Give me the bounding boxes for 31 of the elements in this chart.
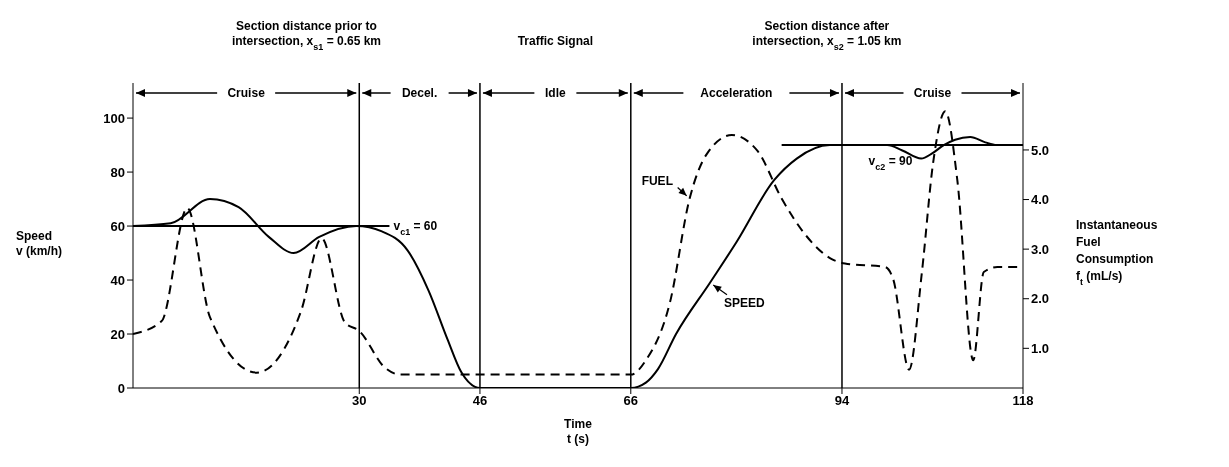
y2-tick-label: 5.0 xyxy=(1031,142,1050,158)
series-label: FUEL xyxy=(641,173,673,188)
x-tick-label: 94 xyxy=(834,393,850,409)
x-tick-label: 46 xyxy=(472,393,488,409)
y-tick-label: 0 xyxy=(117,380,125,396)
x-tick-label: 30 xyxy=(352,393,367,409)
text: Traffic Signal xyxy=(517,34,594,48)
annotation: Decel. xyxy=(401,86,438,100)
y2-tick-label: 3.0 xyxy=(1031,241,1050,257)
text: Section distance prior to intersection, x$_{s1}$ = 0.65 km xyxy=(231,19,382,52)
y-tick-label: 20 xyxy=(110,326,125,342)
y-tick-label: 40 xyxy=(110,272,125,288)
annotation: Acceleration xyxy=(700,86,773,100)
x-tick-label: 118 xyxy=(1012,393,1034,409)
y2-tick-label: 4.0 xyxy=(1031,192,1050,208)
y2-axis-title: Instantaneous Fuel Consumption f$_{t}$ (mL/s) xyxy=(1076,218,1158,288)
y2-tick-label: 1.0 xyxy=(1031,340,1050,356)
y-tick-label: 100 xyxy=(103,110,125,126)
y-tick-label: 60 xyxy=(110,218,125,234)
text: Section distance after intersection, x$_{s2}$ = 1.05 km xyxy=(752,19,902,52)
legend-label: SPEED xyxy=(723,295,766,310)
annotation: v$_{c1}$ = 60 xyxy=(393,219,438,238)
x-tick-label: 66 xyxy=(623,393,639,409)
annotation: Cruise xyxy=(913,86,952,100)
y-axis-title: Speed v (km/h) xyxy=(16,228,63,258)
y-tick-label: 80 xyxy=(110,164,125,180)
annotation: Idle xyxy=(545,86,567,100)
x-axis-title: Time t (s) xyxy=(564,417,593,446)
y2-tick-label: 2.0 xyxy=(1031,291,1050,307)
annotation: Cruise xyxy=(227,86,266,100)
annotation: v$_{c2}$ = 90 xyxy=(868,154,913,173)
